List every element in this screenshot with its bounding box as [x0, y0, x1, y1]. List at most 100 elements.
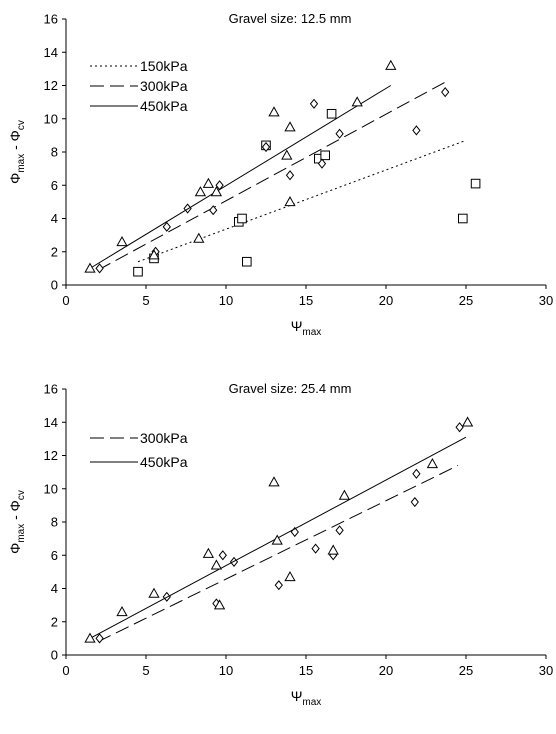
data-point-triangle: [426, 457, 439, 469]
data-point-square: [470, 178, 481, 189]
data-point-diamond: [410, 496, 419, 508]
chart-gravel-25-4mm: 0 2 4 6 8 10 12 14 16 0 5 10 15 20 25 30 Gravel size: 25…: [7, 381, 553, 708]
data-point-triangle: [284, 121, 296, 132]
chart-title: Gravel size: 12.5 mm: [229, 11, 352, 26]
data-point-triangle: [148, 249, 160, 260]
data-point-triangle: [84, 262, 96, 273]
y-tick-label: 16: [44, 12, 58, 27]
trend-line: [137, 139, 467, 263]
series-150kpa: [133, 108, 481, 277]
data-point-triangle: [268, 106, 280, 117]
trend-line: [97, 81, 446, 271]
data-point-diamond: [412, 125, 421, 136]
data-point-diamond: [261, 141, 271, 153]
x-axis-label: Ψmax: [291, 688, 322, 708]
y-tick-label: 12: [44, 448, 58, 463]
x-tick-label: 10: [219, 663, 233, 678]
y-tick-label: 10: [44, 111, 58, 126]
data-point-diamond: [218, 550, 227, 561]
series-300kpa: [95, 422, 464, 644]
data-point-triangle: [213, 599, 226, 610]
data-point-diamond: [285, 170, 295, 181]
y-tick-label: 2: [51, 614, 58, 629]
y-tick-label: 6: [51, 548, 58, 563]
x-tick-label: 30: [539, 663, 553, 678]
chart-gravel-12-5mm: 0 2 4 6 8 10 12 14 16 0 5 10 15 20 25 30 Gravel size: 12…: [7, 11, 553, 338]
data-point-diamond: [335, 525, 344, 536]
series-300kpa: [95, 81, 450, 274]
data-point-square: [242, 256, 252, 267]
data-point-triangle: [210, 186, 223, 197]
data-point-triangle: [84, 632, 96, 643]
data-point-square: [237, 213, 247, 224]
y-tick-label: 8: [51, 515, 58, 530]
data-point-diamond: [95, 633, 104, 644]
y-tick-label: 6: [51, 178, 58, 193]
data-point-triangle: [194, 186, 207, 197]
data-point-diamond: [311, 543, 320, 554]
data-point-triangle: [284, 571, 296, 582]
data-point-diamond: [441, 87, 450, 98]
data-point-triangle: [268, 476, 280, 487]
y-axis-label: Φmax - Φcv: [7, 120, 27, 184]
data-point-diamond: [317, 158, 327, 169]
y-tick-label: 0: [51, 278, 58, 293]
trend-line: [89, 85, 392, 269]
x-tick-label: 20: [379, 663, 393, 678]
legend-label: 300kPa: [140, 78, 188, 94]
series-450kpa: [84, 59, 397, 273]
y-tick-label: 10: [44, 481, 58, 496]
y-axis-label: Φmax - Φcv: [7, 490, 27, 554]
data-point-triangle: [281, 149, 293, 160]
data-point-triangle: [116, 605, 128, 617]
y-tick-label: 0: [51, 648, 58, 663]
data-point-diamond: [412, 468, 421, 479]
y-tick-label: 2: [51, 244, 58, 259]
data-point-square: [326, 108, 337, 119]
x-tick-label: 30: [539, 293, 553, 308]
y-tick-label: 14: [44, 45, 58, 60]
data-point-triangle: [284, 196, 296, 207]
x-tick-label: 0: [62, 293, 69, 308]
y-tick-label: 8: [51, 145, 58, 160]
data-point-square: [458, 213, 468, 224]
legend: 300kPa 450kPa: [90, 430, 188, 470]
data-point-triangle: [202, 177, 215, 188]
legend-label: 150kPa: [140, 58, 188, 74]
data-point-diamond: [309, 98, 319, 109]
data-point-square: [320, 150, 330, 161]
data-point-diamond: [335, 128, 344, 139]
data-point-triangle: [461, 416, 474, 427]
x-tick-label: 0: [62, 663, 69, 678]
x-tick-label: 25: [459, 293, 473, 308]
trend-line: [97, 465, 459, 643]
legend-label: 450kPa: [140, 98, 188, 114]
x-tick-label: 5: [142, 293, 149, 308]
data-point-triangle: [202, 547, 215, 558]
data-point-triangle: [193, 232, 205, 243]
data-point-square: [133, 266, 143, 277]
y-tick-label: 4: [51, 211, 58, 226]
y-tick-label: 16: [44, 382, 58, 397]
data-point-triangle: [338, 489, 351, 500]
x-tick-label: 10: [219, 293, 233, 308]
data-point-diamond: [274, 580, 283, 591]
data-point-triangle: [327, 544, 339, 555]
x-axis-label: Ψmax: [291, 318, 322, 338]
y-tick-label: 14: [44, 415, 58, 430]
x-tick-label: 25: [459, 663, 473, 678]
legend-label: 450kPa: [140, 454, 188, 470]
x-tick-label: 5: [142, 663, 149, 678]
data-point-diamond: [162, 221, 171, 232]
x-tick-label: 20: [379, 293, 393, 308]
data-point-triangle: [148, 587, 160, 598]
data-point-triangle: [271, 534, 283, 545]
series-450kpa: [84, 416, 474, 643]
y-tick-label: 4: [51, 581, 58, 596]
data-point-diamond: [455, 422, 464, 433]
data-point-triangle: [385, 59, 397, 70]
y-tick-label: 12: [44, 78, 58, 93]
data-point-triangle: [116, 235, 128, 247]
data-point-diamond: [209, 205, 218, 216]
